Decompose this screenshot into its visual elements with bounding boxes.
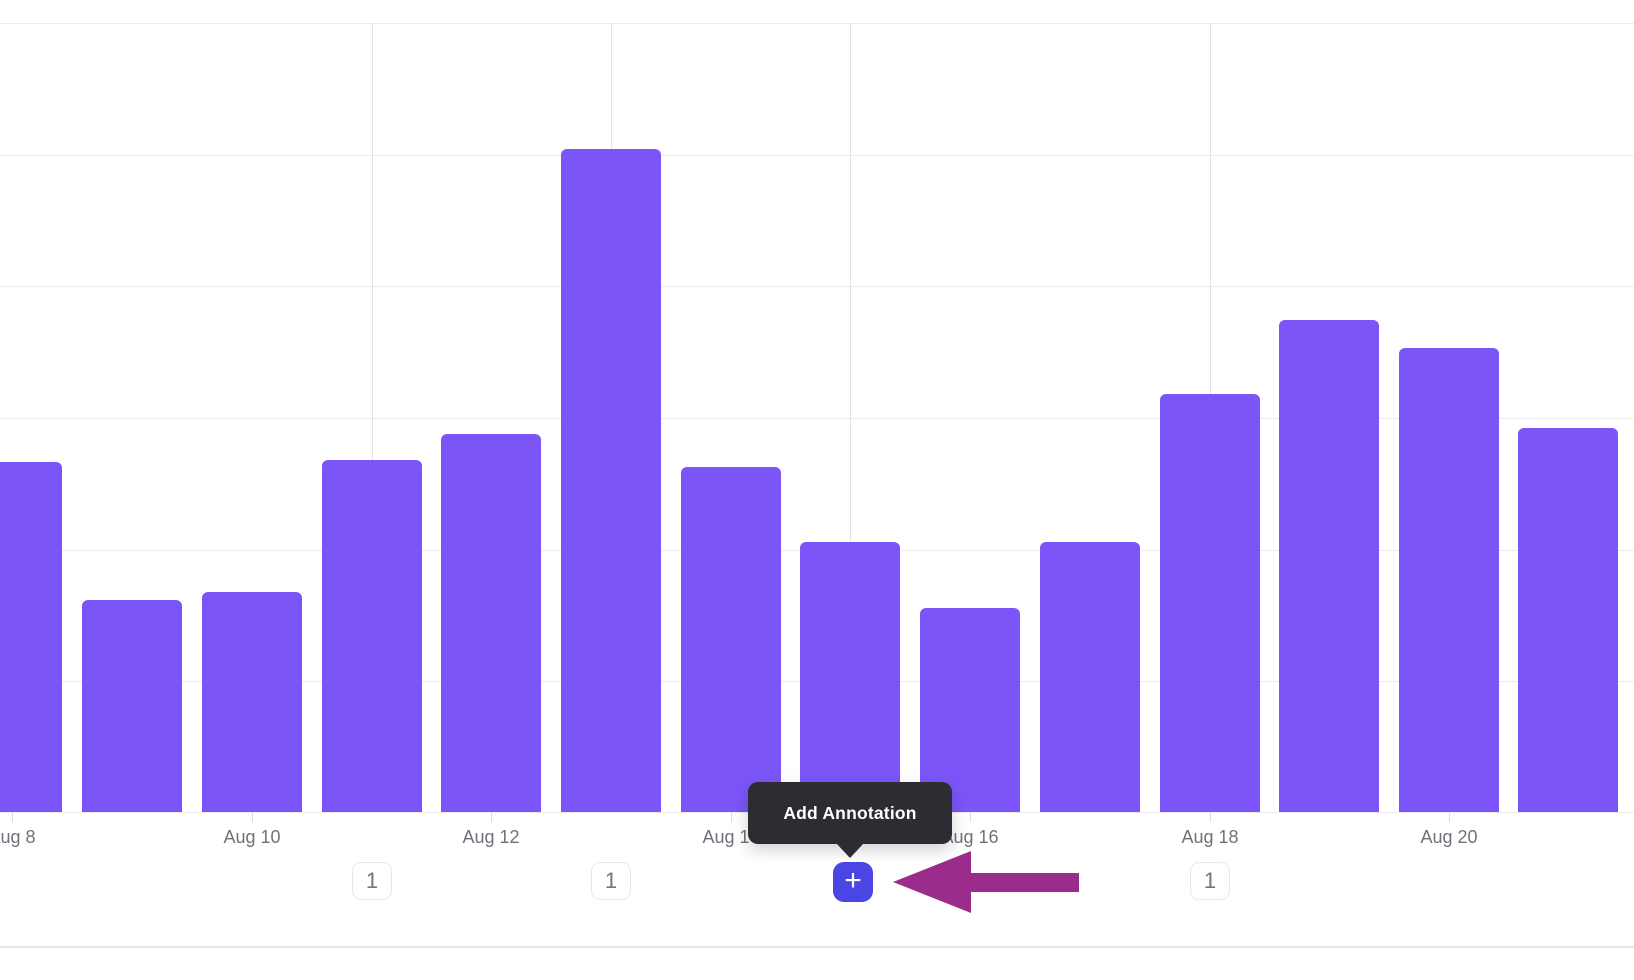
annotation-count-badge[interactable]: 1 bbox=[352, 862, 392, 900]
bar-aug-15[interactable] bbox=[800, 542, 900, 812]
chart-plot bbox=[0, 23, 1634, 813]
gridline bbox=[0, 155, 1634, 156]
annotation-marker-line bbox=[372, 23, 373, 812]
bar-aug-17[interactable] bbox=[1040, 542, 1140, 812]
x-axis-tick bbox=[252, 812, 253, 822]
bar-aug-13[interactable] bbox=[561, 149, 661, 812]
x-axis-tick bbox=[970, 812, 971, 822]
add-annotation-button[interactable]: + bbox=[833, 862, 873, 902]
bar-aug-16[interactable] bbox=[920, 608, 1020, 812]
plus-icon: + bbox=[844, 863, 862, 897]
gridline bbox=[0, 418, 1634, 419]
annotation-count-badge[interactable]: 1 bbox=[591, 862, 631, 900]
x-axis-tick bbox=[491, 812, 492, 822]
annotation-count-badge[interactable]: 1 bbox=[1190, 862, 1230, 900]
bar-aug-18[interactable] bbox=[1160, 394, 1260, 812]
tutorial-arrow-left-icon bbox=[893, 851, 1079, 913]
bar-aug-21[interactable] bbox=[1518, 428, 1618, 812]
bar-aug-11[interactable] bbox=[322, 460, 422, 812]
bar-aug-8[interactable] bbox=[0, 462, 62, 812]
bar-aug-10[interactable] bbox=[202, 592, 302, 812]
bar-aug-12[interactable] bbox=[441, 434, 541, 812]
bar-aug-19[interactable] bbox=[1279, 320, 1379, 812]
add-annotation-tooltip: Add Annotation bbox=[748, 782, 952, 844]
bar-aug-9[interactable] bbox=[82, 600, 182, 812]
x-axis-label: Aug 18 bbox=[1181, 827, 1239, 847]
x-axis-label: Aug 12 bbox=[462, 827, 520, 847]
x-axis-label: Aug 14 bbox=[702, 827, 760, 847]
x-axis-tick bbox=[731, 812, 732, 822]
x-axis-tick bbox=[1210, 812, 1211, 822]
x-axis-label: Aug 20 bbox=[1420, 827, 1478, 847]
x-axis-tick bbox=[1449, 812, 1450, 822]
x-axis-label: Aug 8 bbox=[0, 827, 36, 847]
bar-aug-20[interactable] bbox=[1399, 348, 1499, 812]
x-axis-tick bbox=[12, 812, 13, 822]
tooltip-caret bbox=[836, 843, 864, 858]
add-annotation-tooltip-label: Add Annotation bbox=[783, 802, 917, 823]
section-divider bbox=[0, 946, 1634, 948]
x-axis-label: Aug 16 bbox=[941, 827, 999, 847]
annotation-marker-line bbox=[850, 23, 851, 812]
x-axis-label: Aug 10 bbox=[223, 827, 281, 847]
gridline bbox=[0, 23, 1634, 24]
bar-aug-14[interactable] bbox=[681, 467, 781, 812]
gridline bbox=[0, 286, 1634, 287]
